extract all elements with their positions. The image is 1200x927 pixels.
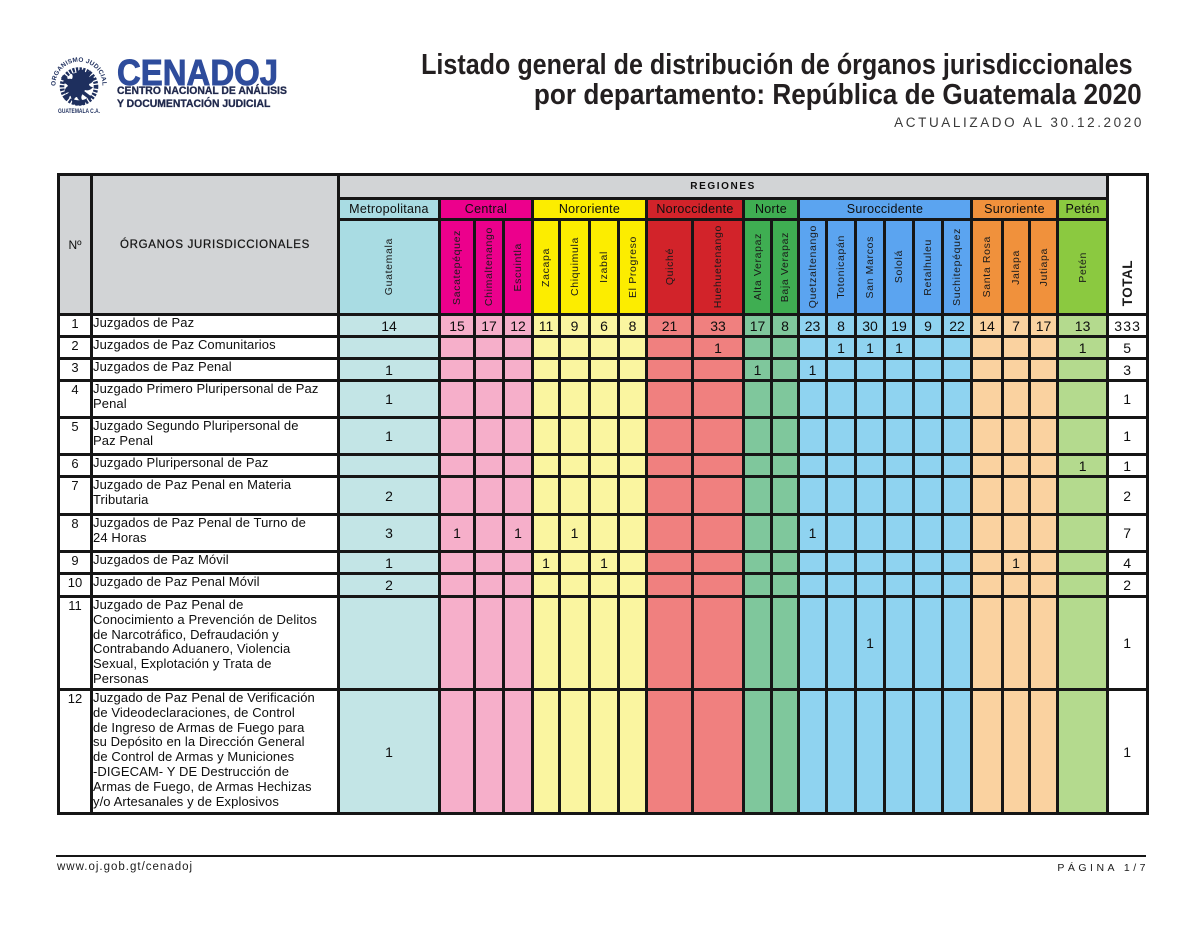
svg-text:GUATEMALA C.A.: GUATEMALA C.A. bbox=[58, 108, 100, 115]
